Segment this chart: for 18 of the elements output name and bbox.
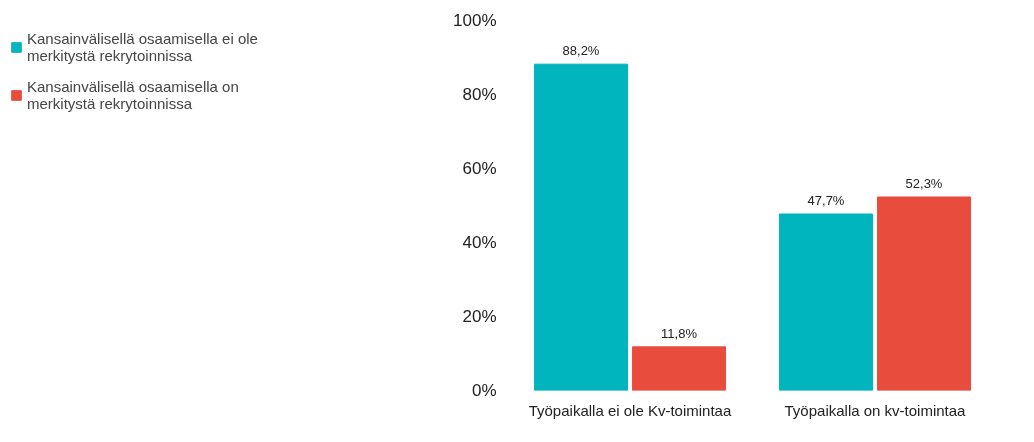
data-label: 11,8% bbox=[661, 325, 698, 341]
y-tick-label: 0% bbox=[471, 381, 497, 400]
legend-label: Kansainvälisellä osaamisella ei ole merkitystä rekrytoinnissa bbox=[27, 30, 258, 64]
bar bbox=[631, 346, 727, 391]
data-label: 52,3% bbox=[905, 175, 943, 191]
y-tick-label: 60% bbox=[462, 159, 497, 178]
y-tick-label: 80% bbox=[462, 85, 497, 104]
y-tick-label: 100% bbox=[453, 11, 497, 30]
bar bbox=[778, 213, 874, 391]
x-tick-label: Työpaikalla on kv-toimintaa bbox=[784, 401, 967, 419]
data-label: 88,2% bbox=[562, 43, 600, 59]
bar bbox=[533, 63, 629, 391]
y-tick-label: 20% bbox=[462, 307, 497, 326]
bar bbox=[876, 196, 972, 391]
data-label: 47,7% bbox=[807, 193, 845, 209]
x-tick-label: Työpaikalla ei ole Kv-toimintaa bbox=[528, 401, 732, 419]
y-tick-label: 40% bbox=[462, 233, 497, 252]
legend-label: Kansainvälisellä osaamisella on merkitystä rekrytoinnissa bbox=[27, 78, 239, 112]
